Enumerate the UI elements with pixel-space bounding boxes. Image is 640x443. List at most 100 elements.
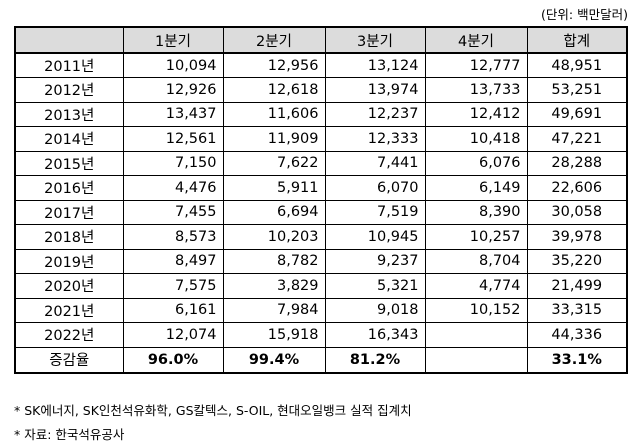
table-row: 2019년 8,497 8,782 9,237 8,704 35,220 <box>14 248 628 274</box>
footnote-source: * 자료: 한국석유공사 <box>14 427 125 442</box>
total-cell: 47,221 <box>526 126 628 152</box>
total-cell: 48,951 <box>526 52 628 78</box>
table-row: 2017년 7,455 6,694 7,519 8,390 30,058 <box>14 199 628 225</box>
q3-cell: 16,343 <box>324 322 426 348</box>
q1-cell: 10,094 <box>122 52 224 78</box>
year-cell: 2012년 <box>14 77 124 103</box>
rate-q1: 96.0% <box>122 346 224 374</box>
rate-q4 <box>424 346 528 374</box>
rate-label: 증감율 <box>14 346 124 374</box>
year-cell: 2021년 <box>14 297 124 323</box>
table-row: 2020년 7,575 3,829 5,321 4,774 21,499 <box>14 273 628 299</box>
q4-cell <box>424 322 528 348</box>
q3-cell: 13,974 <box>324 77 426 103</box>
year-cell: 2020년 <box>14 273 124 299</box>
q3-cell: 10,945 <box>324 224 426 250</box>
q3-cell: 6,070 <box>324 175 426 201</box>
table-row: 2013년 13,437 11,606 12,237 12,412 49,691 <box>14 101 628 127</box>
header-q4: 4분기 <box>424 26 528 54</box>
q4-cell: 10,257 <box>424 224 528 250</box>
total-cell: 28,288 <box>526 150 628 176</box>
table-row: 2011년 10,094 12,956 13,124 12,777 48,951 <box>14 52 628 78</box>
total-cell: 21,499 <box>526 273 628 299</box>
footnote-companies: * SK에너지, SK인천석유화학, GS칼텍스, S-OIL, 현대오일뱅크 … <box>14 403 412 418</box>
total-cell: 44,336 <box>526 322 628 348</box>
q3-cell: 7,519 <box>324 199 426 225</box>
q1-cell: 13,437 <box>122 101 224 127</box>
table-row: 2016년 4,476 5,911 6,070 6,149 22,606 <box>14 175 628 201</box>
year-cell: 2019년 <box>14 248 124 274</box>
q2-cell: 7,984 <box>222 297 326 323</box>
q2-cell: 15,918 <box>222 322 326 348</box>
q4-cell: 8,704 <box>424 248 528 274</box>
q1-cell: 12,561 <box>122 126 224 152</box>
q1-cell: 6,161 <box>122 297 224 323</box>
q4-cell: 4,774 <box>424 273 528 299</box>
rate-q2: 99.4% <box>222 346 326 374</box>
year-cell: 2016년 <box>14 175 124 201</box>
header-q2: 2분기 <box>222 26 326 54</box>
table-row: 2018년 8,573 10,203 10,945 10,257 39,978 <box>14 224 628 250</box>
year-cell: 2014년 <box>14 126 124 152</box>
total-cell: 53,251 <box>526 77 628 103</box>
q4-cell: 12,412 <box>424 101 528 127</box>
year-cell: 2022년 <box>14 322 124 348</box>
q2-cell: 6,694 <box>222 199 326 225</box>
q2-cell: 5,911 <box>222 175 326 201</box>
q1-cell: 12,074 <box>122 322 224 348</box>
header-q3: 3분기 <box>324 26 426 54</box>
year-cell: 2017년 <box>14 199 124 225</box>
q3-cell: 12,333 <box>324 126 426 152</box>
table-row: 2021년 6,161 7,984 9,018 10,152 33,315 <box>14 297 628 323</box>
q1-cell: 7,575 <box>122 273 224 299</box>
q2-cell: 11,606 <box>222 101 326 127</box>
q1-cell: 7,455 <box>122 199 224 225</box>
table-row: 2012년 12,926 12,618 13,974 13,733 53,251 <box>14 77 628 103</box>
export-table: 1분기 2분기 3분기 4분기 합계 2011년 10,094 12,956 13,1… <box>14 26 628 374</box>
q3-cell: 5,321 <box>324 273 426 299</box>
q1-cell: 8,573 <box>122 224 224 250</box>
rate-row: 증감율 96.0% 99.4% 81.2% 33.1% <box>14 346 628 374</box>
q4-cell: 12,777 <box>424 52 528 78</box>
q2-cell: 8,782 <box>222 248 326 274</box>
q4-cell: 13,733 <box>424 77 528 103</box>
q2-cell: 12,618 <box>222 77 326 103</box>
year-cell: 2015년 <box>14 150 124 176</box>
q1-cell: 8,497 <box>122 248 224 274</box>
q3-cell: 7,441 <box>324 150 426 176</box>
q3-cell: 12,237 <box>324 101 426 127</box>
q4-cell: 10,418 <box>424 126 528 152</box>
table-row: 2015년 7,150 7,622 7,441 6,076 28,288 <box>14 150 628 176</box>
q2-cell: 10,203 <box>222 224 326 250</box>
total-cell: 39,978 <box>526 224 628 250</box>
q4-cell: 6,076 <box>424 150 528 176</box>
q1-cell: 7,150 <box>122 150 224 176</box>
year-cell: 2018년 <box>14 224 124 250</box>
q4-cell: 10,152 <box>424 297 528 323</box>
header-q1: 1분기 <box>122 26 224 54</box>
total-cell: 35,220 <box>526 248 628 274</box>
q2-cell: 7,622 <box>222 150 326 176</box>
q3-cell: 9,018 <box>324 297 426 323</box>
header-total: 합계 <box>526 26 628 54</box>
table-row: 2014년 12,561 11,909 12,333 10,418 47,221 <box>14 126 628 152</box>
header-corner <box>14 26 124 54</box>
q4-cell: 8,390 <box>424 199 528 225</box>
total-cell: 30,058 <box>526 199 628 225</box>
q2-cell: 11,909 <box>222 126 326 152</box>
rate-total: 33.1% <box>526 346 628 374</box>
total-cell: 49,691 <box>526 101 628 127</box>
q4-cell: 6,149 <box>424 175 528 201</box>
total-cell: 22,606 <box>526 175 628 201</box>
q2-cell: 3,829 <box>222 273 326 299</box>
rate-q3: 81.2% <box>324 346 426 374</box>
q2-cell: 12,956 <box>222 52 326 78</box>
q3-cell: 13,124 <box>324 52 426 78</box>
table-row: 2022년 12,074 15,918 16,343 44,336 <box>14 322 628 348</box>
q1-cell: 4,476 <box>122 175 224 201</box>
year-cell: 2011년 <box>14 52 124 78</box>
year-cell: 2013년 <box>14 101 124 127</box>
total-cell: 33,315 <box>526 297 628 323</box>
unit-label: (단위: 백만달러) <box>541 7 628 22</box>
table-header-row: 1분기 2분기 3분기 4분기 합계 <box>14 26 628 54</box>
